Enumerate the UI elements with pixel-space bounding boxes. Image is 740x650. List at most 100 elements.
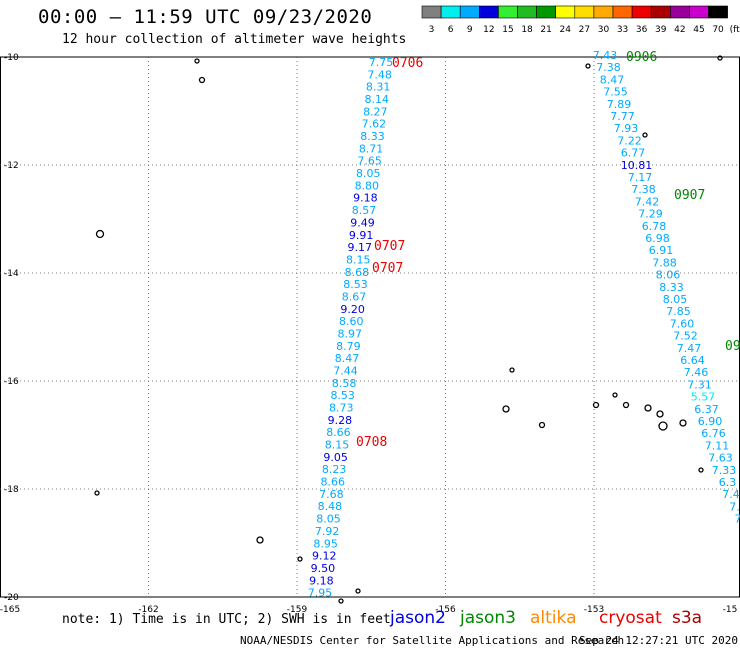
wave-height-value: 8.33 [360, 130, 385, 143]
colorbar-unit: (ft) [730, 25, 740, 35]
island-outline [194, 58, 200, 64]
wave-height-value: 6.3 [719, 476, 737, 489]
wave-height-value: 6.91 [649, 244, 674, 257]
island-outline [94, 490, 100, 496]
pass-time-label: 0708 [356, 435, 387, 450]
colorbar-tick-label: 42 [674, 25, 685, 35]
wave-height-value: 7.60 [670, 317, 695, 330]
island-outline [198, 76, 206, 84]
satellite-legend-jason3: jason3 [460, 608, 516, 628]
wave-height-value: 8.05 [316, 513, 341, 526]
latitude-tick-label: -20 [4, 593, 19, 603]
island-outline [698, 467, 704, 473]
wave-height-value: 8.66 [326, 426, 351, 439]
wave-height-value: 7.65 [357, 155, 382, 168]
wave-height-value: 7.63 [708, 452, 733, 465]
island-outline [658, 421, 668, 431]
wave-height-value: 7.77 [610, 110, 635, 123]
island-outline [297, 556, 303, 562]
wave-height-value: 6.64 [680, 354, 705, 367]
generated-timestamp: Sep 24 12:27:21 UTC 2020 [579, 634, 738, 647]
pass-time-label: 0906 [626, 50, 657, 65]
map-subtitle: 12 hour collection of altimeter wave hei… [62, 32, 407, 47]
wave-height-value: 8.33 [659, 281, 684, 294]
colorbar-tick-label: 30 [598, 25, 610, 35]
wave-height-value: 7.85 [666, 305, 691, 318]
wave-height-value: 6.37 [694, 403, 719, 416]
wave-height-value: 8.47 [335, 352, 360, 365]
wave-height-value: 8.15 [346, 253, 371, 266]
colorbar-tick-label: 24 [560, 25, 572, 35]
map-title: 00:00 – 11:59 UTC 09/23/2020 [38, 6, 373, 28]
wave-height-value: 7.75 [369, 56, 394, 69]
island-outline [642, 132, 648, 138]
wave-height-value: 8.95 [313, 537, 338, 550]
wave-height-value: 7. [729, 500, 740, 513]
island-outline [717, 55, 723, 61]
wave-height-value: 7.48 [367, 68, 392, 81]
colorbar-tick-label: 27 [579, 25, 590, 35]
island-outline [592, 401, 600, 409]
satellite-legend-altika: altika [530, 608, 577, 628]
colorbar-tick-label: 12 [483, 25, 494, 35]
wave-height-value: 7.92 [315, 525, 340, 538]
longitude-tick-label: -159 [287, 605, 308, 615]
wave-height-value: 6.78 [642, 220, 667, 233]
island-outline [644, 404, 652, 412]
wave-height-value: 5.57 [691, 391, 716, 404]
island-outline [95, 229, 105, 239]
longitude-tick-label: -156 [435, 605, 456, 615]
wave-height-value: 8.57 [352, 204, 377, 217]
colorbar-tick-label: 21 [540, 25, 551, 35]
wave-height-value: 8.60 [339, 315, 364, 328]
colorbar-tick-label: 6 [448, 25, 454, 35]
island-outline [612, 392, 618, 398]
wave-height-value: 7.22 [617, 134, 642, 147]
wave-height-value: 7.88 [652, 256, 677, 269]
island-outline [502, 405, 510, 413]
wave-height-value: 8.27 [363, 105, 388, 118]
longitude-tick-label: -15 [723, 605, 738, 615]
wave-height-value: 7.55 [603, 86, 628, 99]
colorbar-tick-label: 36 [636, 25, 648, 35]
credit-line: NOAA/NESDIS Center for Satellite Applica… [240, 634, 625, 647]
island-outline [538, 421, 546, 429]
wave-height-value: 7.68 [319, 488, 344, 501]
wave-height-value: 7.29 [638, 208, 663, 221]
colorbar-tick-label: 33 [617, 25, 628, 35]
longitude-tick-label: -153 [584, 605, 604, 615]
satellite-legend-s3a: s3a [672, 608, 703, 628]
wave-height-value: 7.62 [362, 118, 387, 131]
wave-height-value: 9.49 [350, 216, 375, 229]
satellite-legend-cryosat: cryosat [599, 608, 662, 628]
wave-height-value: 8.23 [322, 463, 347, 476]
longitude-tick-label: -165 [0, 605, 20, 615]
wave-height-value: 7.43 [593, 49, 618, 62]
wave-height-value: 7.31 [687, 378, 712, 391]
wave-height-value: 9.50 [311, 562, 336, 575]
colorbar-tick-label: 15 [502, 25, 513, 35]
wave-height-value: 6.76 [701, 427, 726, 440]
wave-height-value: 8.73 [329, 402, 354, 415]
wave-height-value: 10.81 [621, 159, 653, 172]
wave-height-value: 8.66 [321, 476, 346, 489]
wave-height-value: 8.05 [356, 167, 381, 180]
footer-note: note: 1) Time is in UTC; 2) SWH is in fe… [62, 612, 391, 627]
wave-height-value: 8.79 [336, 340, 361, 353]
latitude-tick-label: -16 [4, 377, 19, 387]
wave-height-value: 7 [735, 513, 740, 526]
colorbar-tick-label: 70 [712, 25, 724, 35]
island-outline [509, 367, 515, 373]
wave-height-value: 7.52 [673, 330, 698, 343]
pass-time-label: 09 [725, 339, 740, 354]
wave-height-value: 7.11 [705, 439, 730, 452]
wave-height-value: 7.93 [614, 122, 639, 135]
colorbar-tick-label: 9 [467, 25, 473, 35]
wave-height-value: 8.71 [359, 142, 384, 155]
wave-height-value: 6.98 [645, 232, 670, 245]
wave-height-value: 8.48 [318, 500, 343, 513]
wave-height-value: 8.80 [355, 179, 380, 192]
pass-time-label: 0907 [674, 188, 705, 203]
wave-height-value: 8.31 [366, 81, 391, 94]
